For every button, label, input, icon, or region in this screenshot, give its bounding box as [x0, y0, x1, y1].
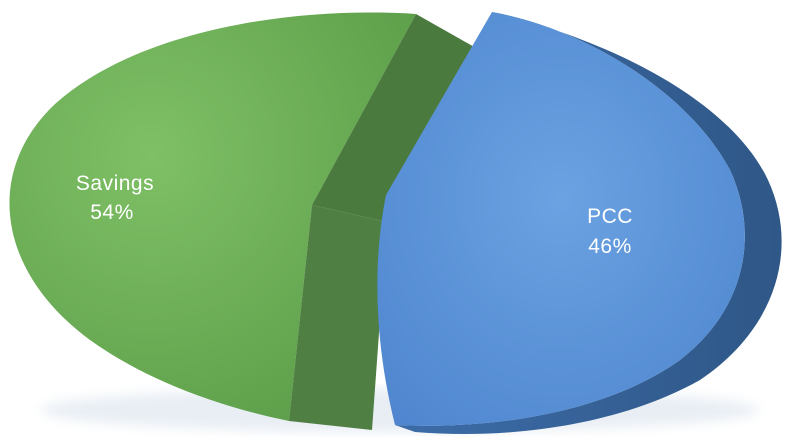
savings-slice-back-wall — [312, 14, 476, 222]
savings-slice-top — [9, 12, 417, 422]
pie-slice-pcc — [377, 12, 782, 435]
savings-label: Savings — [76, 172, 154, 195]
savings-slice-inner-wall — [289, 205, 387, 430]
pcc-value-label: 46% — [588, 235, 632, 258]
pie-slice-savings — [9, 12, 476, 430]
pcc-label: PCC — [587, 205, 633, 228]
savings-value-label: 54% — [90, 201, 134, 224]
pcc-slice-top — [377, 12, 745, 426]
